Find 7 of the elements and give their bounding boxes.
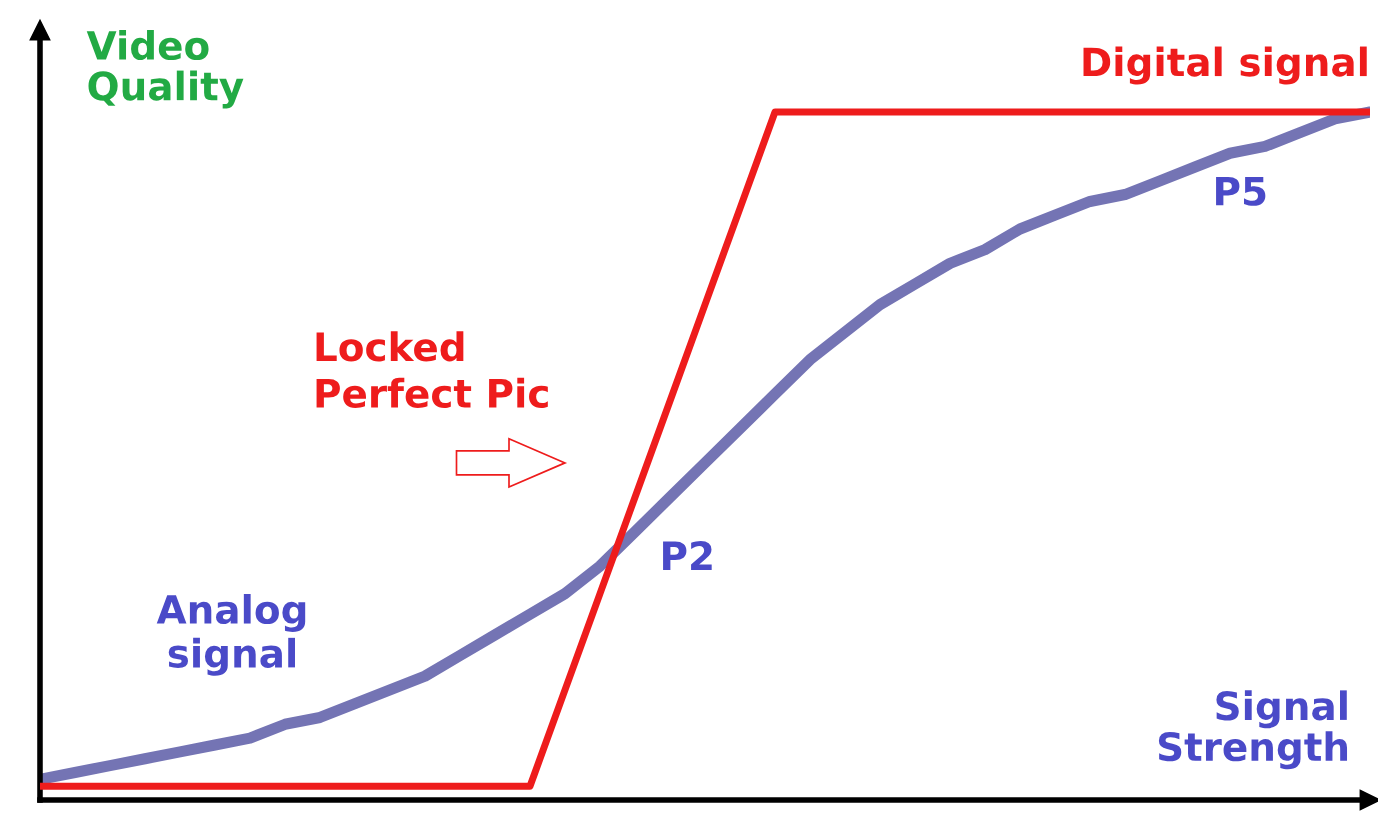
y-axis-title: Video Quality bbox=[86, 30, 244, 109]
annotation: P5 bbox=[1216, 176, 1266, 206]
series-label: Digital signal bbox=[1083, 46, 1367, 85]
x-axis-title: Signal Strength bbox=[1158, 690, 1348, 770]
series-label: Analog signal bbox=[156, 593, 306, 676]
annotation: Locked Perfect Pic bbox=[316, 331, 548, 408]
annotation: P2 bbox=[663, 541, 712, 570]
